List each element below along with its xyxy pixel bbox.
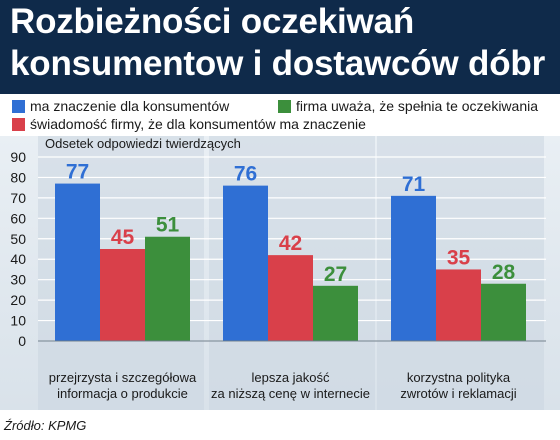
legend: ma znaczenie dla konsumentów firma uważa… bbox=[0, 94, 560, 136]
bar bbox=[481, 283, 526, 341]
legend-swatch-red bbox=[12, 118, 25, 131]
y-tick-label: 30 bbox=[10, 272, 26, 288]
bar bbox=[313, 285, 358, 341]
data-label: 27 bbox=[324, 263, 347, 286]
bar bbox=[391, 195, 436, 341]
source-note: Źródło: KPMG bbox=[4, 418, 87, 433]
category-label: informacja o produkcie bbox=[57, 386, 188, 401]
bar bbox=[145, 236, 190, 341]
y-tick-label: 80 bbox=[10, 169, 26, 185]
legend-label: świadomość firmy, że dla konsumentów ma … bbox=[30, 116, 366, 132]
y-tick-label: 0 bbox=[18, 333, 26, 349]
legend-item-firm-aware: świadomość firmy, że dla konsumentów ma … bbox=[12, 116, 366, 134]
y-tick-label: 10 bbox=[10, 313, 26, 329]
header: Rozbieżności oczekiwań konsumentow i dos… bbox=[0, 0, 560, 94]
bar bbox=[55, 183, 100, 341]
data-label: 71 bbox=[402, 173, 426, 196]
data-label: 45 bbox=[111, 226, 135, 249]
chart-subtitle: Odsetek odpowiedzi twierdzących bbox=[45, 136, 241, 151]
title-line-1: Rozbieżności oczekiwań bbox=[10, 2, 415, 41]
bar bbox=[268, 255, 313, 341]
bar bbox=[223, 185, 268, 341]
category-label: zwrotów i reklamacji bbox=[400, 386, 516, 401]
category-label: za niższą cenę w internecie bbox=[211, 386, 370, 401]
data-label: 42 bbox=[279, 232, 302, 255]
legend-label: firma uważa, że spełnia te oczekiwania bbox=[296, 98, 539, 114]
category-label: lepsza jakość bbox=[251, 370, 330, 385]
legend-item-consumers: ma znaczenie dla konsumentów bbox=[12, 98, 229, 116]
legend-swatch-green bbox=[278, 100, 291, 113]
bar-chart: 0 10 20 30 40 50 60 70 80 90 Odsetek odpowiedzi tw… bbox=[10, 136, 546, 410]
title-line-2: konsumentow i dostawców dóbr bbox=[10, 44, 545, 83]
y-tick-label: 70 bbox=[10, 190, 26, 206]
data-label: 51 bbox=[156, 214, 180, 237]
legend-swatch-blue bbox=[12, 100, 25, 113]
legend-label: ma znaczenie dla konsumentów bbox=[30, 98, 230, 114]
y-tick-label: 90 bbox=[10, 149, 26, 165]
bar bbox=[436, 269, 481, 341]
data-label: 76 bbox=[234, 163, 257, 186]
category-label: przejrzysta i szczegółowa bbox=[49, 370, 197, 385]
data-label: 35 bbox=[447, 246, 471, 269]
data-label: 28 bbox=[492, 261, 516, 284]
y-tick-label: 20 bbox=[10, 292, 26, 308]
bar bbox=[100, 249, 145, 341]
y-tick-label: 40 bbox=[10, 251, 26, 267]
category-label: korzystna polityka bbox=[407, 370, 511, 385]
y-tick-label: 50 bbox=[10, 231, 26, 247]
data-label: 77 bbox=[66, 161, 89, 184]
legend-item-firm-meets: firma uważa, że spełnia te oczekiwania bbox=[278, 98, 538, 116]
y-tick-label: 60 bbox=[10, 210, 26, 226]
chart-area: 0 10 20 30 40 50 60 70 80 90 Odsetek odpowiedzi tw… bbox=[0, 136, 560, 410]
